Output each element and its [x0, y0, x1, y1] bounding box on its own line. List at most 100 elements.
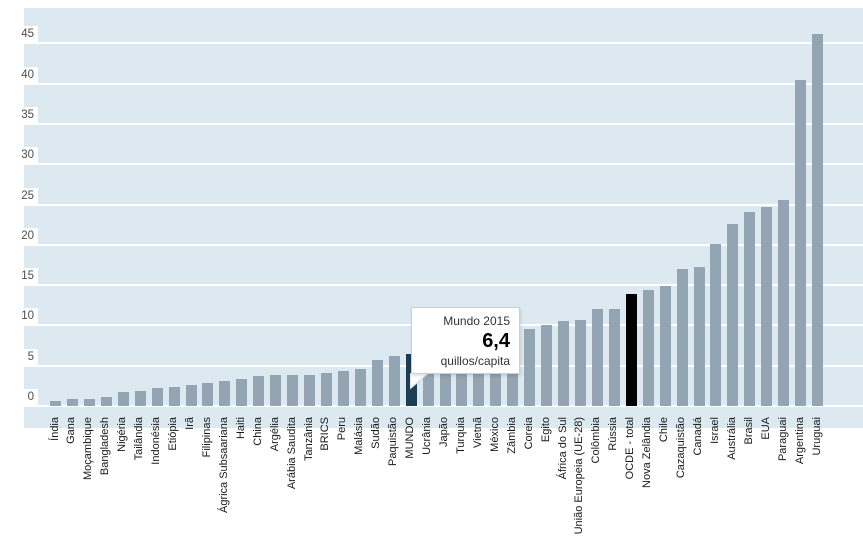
x-axis-label: Paraguai — [776, 417, 789, 462]
x-axis-label: Gana — [65, 417, 78, 444]
bar-ir-[interactable] — [185, 385, 197, 406]
x-axis-label: Turquia — [454, 417, 467, 454]
bar-indon-sia[interactable] — [151, 388, 163, 406]
y-axis-tick-label: 5 — [0, 348, 38, 365]
bar-nig-ria[interactable] — [117, 392, 129, 406]
bar-sud-o[interactable] — [371, 360, 383, 406]
x-axis-label: Israel — [708, 417, 721, 444]
bar-jap-o[interactable] — [439, 350, 451, 406]
bar-peru[interactable] — [337, 371, 349, 406]
gridline — [24, 284, 863, 287]
x-axis-label: Nova Zelândia — [641, 417, 654, 488]
bar-turquia[interactable] — [456, 346, 468, 406]
x-axis-label: Irã — [184, 417, 196, 430]
bar-col-mbia[interactable] — [591, 309, 603, 406]
x-axis-label: Paquistão — [387, 417, 400, 466]
bar--grica-subsaariana[interactable] — [219, 381, 231, 406]
x-axis-label: Ucrânia — [421, 417, 433, 455]
bar--ndia[interactable] — [50, 401, 61, 406]
x-axis-label: Argélia — [268, 417, 281, 452]
tooltip-title: Mundo 2015 — [443, 314, 510, 328]
x-axis-label: Coreia — [522, 417, 535, 450]
x-axis-label: Bangladesh — [99, 417, 112, 476]
x-axis-label: Canadá — [692, 417, 704, 456]
x-axis-label: Cazaquistão — [675, 417, 687, 479]
gridline — [24, 405, 863, 407]
bar-china[interactable] — [253, 376, 265, 406]
y-axis-tick-label: 20 — [0, 227, 38, 244]
bar-argentina[interactable] — [795, 80, 807, 406]
bar-eti-pia[interactable] — [168, 387, 180, 406]
x-axis-label: México — [488, 417, 501, 452]
bar-uni-o-europeia-ue-28-[interactable] — [574, 320, 586, 406]
bar-vietn-[interactable] — [473, 343, 485, 406]
gridline — [24, 122, 863, 125]
bar-r-ssia[interactable] — [608, 309, 620, 406]
bar-filipinas[interactable] — [202, 383, 214, 406]
bar-uruguai[interactable] — [812, 34, 823, 406]
bar-nova-zel-ndia[interactable] — [642, 290, 654, 406]
bar-paquist-o[interactable] — [388, 356, 400, 406]
x-axis-label: Indonésia — [150, 417, 163, 465]
bar-ucr-nia[interactable] — [422, 353, 434, 406]
bar-brasil[interactable] — [744, 212, 756, 406]
x-axis-label: Vietnã — [471, 417, 484, 448]
bar-egito[interactable] — [541, 325, 553, 406]
gridline — [24, 203, 863, 206]
y-axis-tick-label: 30 — [0, 147, 38, 164]
x-axis-label: BRICS — [319, 417, 332, 451]
bar-chile[interactable] — [659, 286, 671, 406]
x-axis-label: Brasil — [742, 417, 755, 445]
gridline — [24, 163, 863, 166]
x-axis-label: Índia — [48, 417, 61, 441]
bar-paraguai[interactable] — [778, 200, 790, 406]
bar-ocde-total[interactable] — [625, 294, 637, 406]
x-axis-label: Tanzânia — [302, 417, 315, 462]
bar-austr-lia[interactable] — [727, 224, 739, 406]
y-axis-tick-label: 10 — [0, 308, 38, 325]
bar-eua[interactable] — [761, 207, 773, 406]
x-axis-label: OCDE - total — [624, 417, 637, 480]
x-axis-label: África do Sul — [556, 417, 569, 480]
x-axis-label: Ágrica Subsaariana — [217, 417, 230, 514]
bar-coreia[interactable] — [524, 329, 536, 406]
bar-tail-ndia[interactable] — [134, 391, 146, 406]
bar-mo-ambique[interactable] — [83, 399, 95, 406]
x-axis-label: Filipinas — [200, 417, 213, 458]
bar-ar-bia-saudita[interactable] — [287, 375, 299, 406]
bar-canad-[interactable] — [693, 267, 705, 406]
bar-haiti[interactable] — [236, 379, 248, 406]
x-axis-label: Moçambique — [82, 417, 95, 480]
x-axis-label: Zâmbia — [505, 417, 518, 454]
y-axis-tick-label: 35 — [0, 106, 38, 123]
bar-mal-sia[interactable] — [354, 369, 366, 406]
y-axis-tick-label: 15 — [0, 268, 38, 285]
x-axis-label: Argentina — [793, 417, 806, 465]
bar-bangladesh[interactable] — [100, 397, 112, 406]
bar-israel[interactable] — [710, 244, 722, 406]
bar-tanz-nia[interactable] — [304, 375, 315, 406]
x-axis-label: Nigéria — [116, 417, 129, 452]
x-axis-label: Malásia — [353, 417, 366, 455]
y-axis-tick-label: 40 — [0, 66, 38, 83]
x-axis-label: Haiti — [234, 417, 247, 440]
x-axis-label: Peru — [336, 417, 349, 441]
y-axis-tick-label: 25 — [0, 187, 38, 204]
bar-gana[interactable] — [66, 399, 78, 406]
x-axis-label: MUNDO — [404, 417, 417, 459]
bar-brics[interactable] — [320, 373, 332, 406]
x-axis-label: Uruguai — [810, 417, 823, 456]
x-axis-label: Rússia — [607, 417, 620, 451]
x-axis-label: Egito — [539, 417, 552, 443]
gridline — [24, 243, 863, 246]
bar-arg-lia[interactable] — [270, 375, 282, 406]
tooltip-pointer — [410, 373, 430, 390]
bar--frica-do-sul[interactable] — [558, 321, 569, 406]
y-axis-tick-label: 45 — [0, 26, 38, 43]
bar-cazaquist-o[interactable] — [676, 269, 688, 406]
x-axis-label: Etiópia — [167, 417, 179, 451]
x-axis-label: Colômbia — [590, 417, 603, 464]
y-axis-tick-label: 0 — [0, 389, 38, 405]
x-axis-label: China — [251, 417, 264, 446]
x-axis-label: Japão — [438, 417, 450, 447]
